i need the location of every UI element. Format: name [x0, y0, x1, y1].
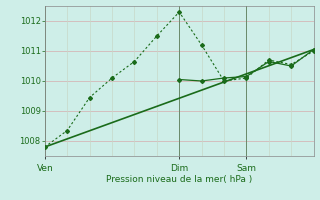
- X-axis label: Pression niveau de la mer( hPa ): Pression niveau de la mer( hPa ): [106, 175, 252, 184]
